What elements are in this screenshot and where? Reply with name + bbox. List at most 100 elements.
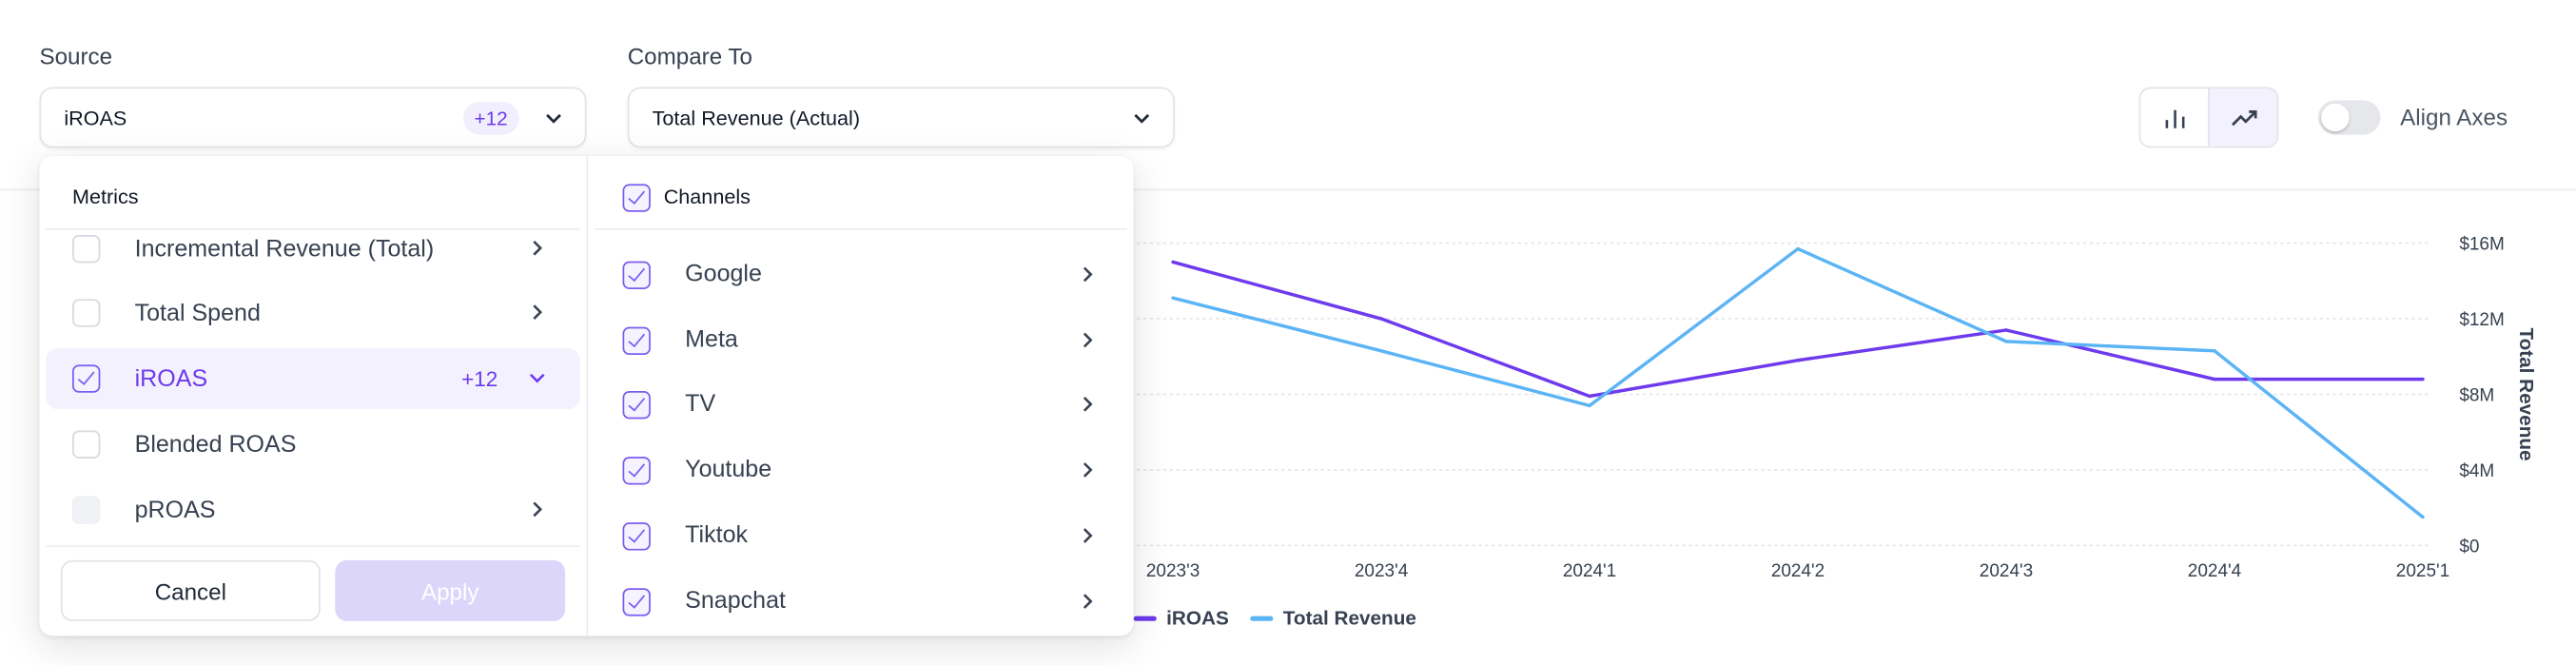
chevron-down-icon [1134, 113, 1150, 123]
channel-label: Meta [685, 326, 738, 354]
align-axes-label: Align Axes [2400, 103, 2508, 130]
x-tick-label: 2023'4 [1355, 561, 1408, 581]
legend-label: Total Revenue [1282, 606, 1416, 630]
checkbox[interactable] [622, 457, 651, 485]
source-value: iROAS [64, 106, 127, 129]
divider [46, 228, 580, 230]
apply-button[interactable]: Apply [335, 559, 566, 621]
data-point [1588, 403, 1591, 408]
checkbox[interactable] [71, 299, 101, 327]
metric-count-badge: +12 [461, 366, 498, 392]
metric-item-incremental-revenue[interactable]: Incremental Revenue (Total) [46, 219, 579, 280]
source-dropdown-panel: Metrics Incremental Revenue (Total) Tota… [39, 156, 1134, 636]
bar-chart-button[interactable] [2140, 88, 2208, 146]
source-label: Source [39, 42, 113, 69]
chevron-right-icon [533, 304, 543, 320]
data-point [1379, 317, 1383, 321]
chevron-right-icon[interactable] [1078, 394, 1098, 414]
chevron-right-icon[interactable] [1078, 264, 1098, 284]
checkbox[interactable] [622, 261, 651, 289]
metric-label: Incremental Revenue (Total) [134, 235, 435, 263]
data-point [1171, 260, 1175, 264]
channel-item-tiktok[interactable]: Tiktok [588, 508, 1133, 567]
channels-header: Channels [663, 186, 751, 209]
data-point [1796, 359, 1800, 362]
channel-label: TV [685, 391, 716, 418]
metric-item-proas[interactable]: pROAS [46, 479, 579, 540]
data-point [1796, 246, 1800, 251]
metric-label: iROAS [134, 365, 208, 392]
y-tick-label: $4M [2459, 461, 2494, 481]
checkbox[interactable] [622, 326, 651, 356]
channel-label: Youtube [685, 457, 772, 483]
data-point [1379, 349, 1383, 353]
x-tick-label: 2024'1 [1563, 561, 1616, 581]
line-chart-button[interactable] [2208, 88, 2277, 147]
chevron-right-icon[interactable] [1078, 460, 1098, 480]
cancel-button[interactable]: Cancel [60, 559, 321, 621]
checkbox[interactable] [71, 430, 101, 459]
channel-item-meta[interactable]: Meta [588, 312, 1133, 371]
legend-item-total-revenue[interactable]: Total Revenue [1250, 606, 1416, 629]
checkbox[interactable] [71, 364, 101, 393]
compare-label: Compare To [627, 42, 752, 69]
channels-select-all-checkbox[interactable] [622, 184, 651, 212]
divider [595, 228, 1127, 230]
series-line-0 [1172, 260, 2423, 399]
data-point [2004, 340, 2008, 343]
align-axes-toggle[interactable] [2317, 100, 2381, 135]
checkbox[interactable] [622, 588, 651, 616]
y-tick-label: $16M [2459, 235, 2505, 255]
channels-column: Channels Google Meta TV Youtube Tiktok Snapch… [586, 156, 1134, 636]
data-point [2421, 377, 2425, 381]
y-tick-label: $0 [2459, 537, 2479, 557]
header-divider [0, 188, 2576, 191]
legend-item-iroas[interactable]: iROAS [1133, 606, 1229, 630]
channel-label: Tiktok [685, 522, 749, 549]
y-tick-label: $12M [2459, 310, 2505, 330]
chevron-right-icon [533, 240, 543, 256]
checkbox[interactable] [622, 391, 651, 420]
channel-label: Snapchat [685, 588, 786, 615]
metric-label: Total Spend [134, 300, 261, 326]
chart-type-toggle [2138, 87, 2279, 148]
channel-item-youtube[interactable]: Youtube [588, 442, 1133, 501]
source-count-badge: +12 [462, 101, 519, 134]
metric-label: Blended ROAS [134, 431, 297, 458]
line-chart-icon [2231, 109, 2256, 126]
channel-item-tv[interactable]: TV [588, 376, 1133, 435]
chevron-down-icon[interactable] [527, 368, 547, 388]
metrics-column: Metrics Incremental Revenue (Total) Tota… [39, 156, 586, 636]
metric-item-total-spend[interactable]: Total Spend [46, 283, 579, 343]
chevron-right-icon[interactable] [1078, 592, 1098, 612]
data-point [2421, 515, 2425, 519]
x-tick-label: 2024'4 [2188, 561, 2241, 581]
channel-label: Google [685, 261, 762, 288]
divider [46, 545, 580, 548]
compare-select[interactable]: Total Revenue (Actual) [627, 87, 1175, 148]
line-chart: $0 $4M $8M $12M $16M Total Revenue 2023'3 2023'… [39, 235, 2537, 581]
compare-value: Total Revenue (Actual) [652, 106, 861, 129]
x-tick-label: 2024'2 [1771, 561, 1825, 581]
series-line-1 [1172, 246, 2425, 518]
data-point [1588, 394, 1591, 399]
data-point [2004, 328, 2008, 332]
source-select[interactable]: iROAS +12 [39, 87, 587, 148]
channel-item-google[interactable]: Google [588, 246, 1133, 305]
y-tick-label: $8M [2459, 385, 2494, 405]
checkbox[interactable] [622, 522, 651, 551]
legend-swatch [1133, 615, 1157, 620]
checkbox[interactable] [71, 234, 101, 264]
metric-item-blended-roas[interactable]: Blended ROAS [46, 414, 579, 475]
chevron-right-icon[interactable] [1078, 330, 1098, 350]
checkbox[interactable] [71, 496, 101, 524]
chevron-right-icon [533, 501, 543, 518]
channel-item-snapchat[interactable]: Snapchat [588, 574, 1133, 633]
data-point [2213, 377, 2216, 381]
metrics-header: Metrics [71, 186, 139, 209]
metric-item-iroas[interactable]: iROAS +12 [46, 348, 580, 410]
x-tick-label: 2023'3 [1146, 561, 1200, 581]
data-point [2213, 349, 2216, 353]
legend-label: iROAS [1166, 606, 1229, 630]
chevron-right-icon[interactable] [1078, 526, 1098, 546]
